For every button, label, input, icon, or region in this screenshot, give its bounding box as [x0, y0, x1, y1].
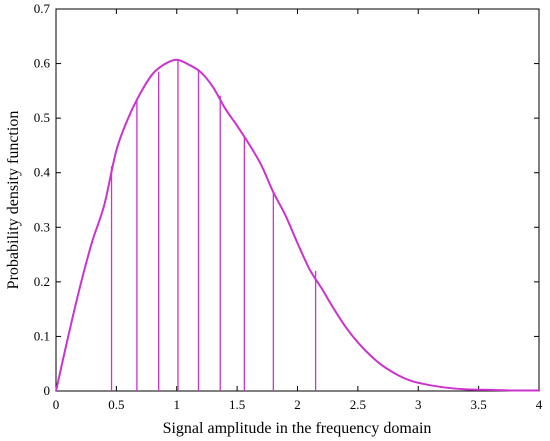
x-tick-label: 3.5	[471, 397, 487, 412]
x-tick-label: 0.5	[108, 397, 124, 412]
y-tick-label: 0.3	[34, 219, 50, 234]
x-tick-label: 0	[53, 397, 60, 412]
x-tick-label: 1.5	[229, 397, 245, 412]
x-tick-label: 4	[536, 397, 543, 412]
x-tick-label: 2.5	[350, 397, 366, 412]
y-tick-label: 0.2	[34, 274, 50, 289]
y-tick-label: 0.4	[34, 165, 51, 180]
axis-ticks: 0 0.5 1 1.5 2 2.5 3 3.5 4 0 0.1 0.2 0.3 0.4 0.5 0.6 0.7	[34, 1, 543, 412]
y-tick-label: 0.5	[34, 110, 50, 125]
pdf-curve	[55, 58, 540, 392]
x-axis-label: Signal amplitude in the frequency domain	[163, 420, 432, 437]
plot-area	[55, 8, 540, 392]
y-tick-label: 0.7	[34, 1, 51, 16]
stem-lines	[110, 60, 317, 391]
y-axis-label: Probability density function	[5, 111, 22, 290]
y-tick-label: 0.1	[34, 328, 50, 343]
y-tick-label: 0	[44, 383, 51, 398]
y-tick-label: 0.6	[34, 56, 51, 71]
x-tick-label: 3	[415, 397, 422, 412]
x-tick-label: 1	[174, 397, 181, 412]
x-tick-label: 2	[294, 397, 301, 412]
